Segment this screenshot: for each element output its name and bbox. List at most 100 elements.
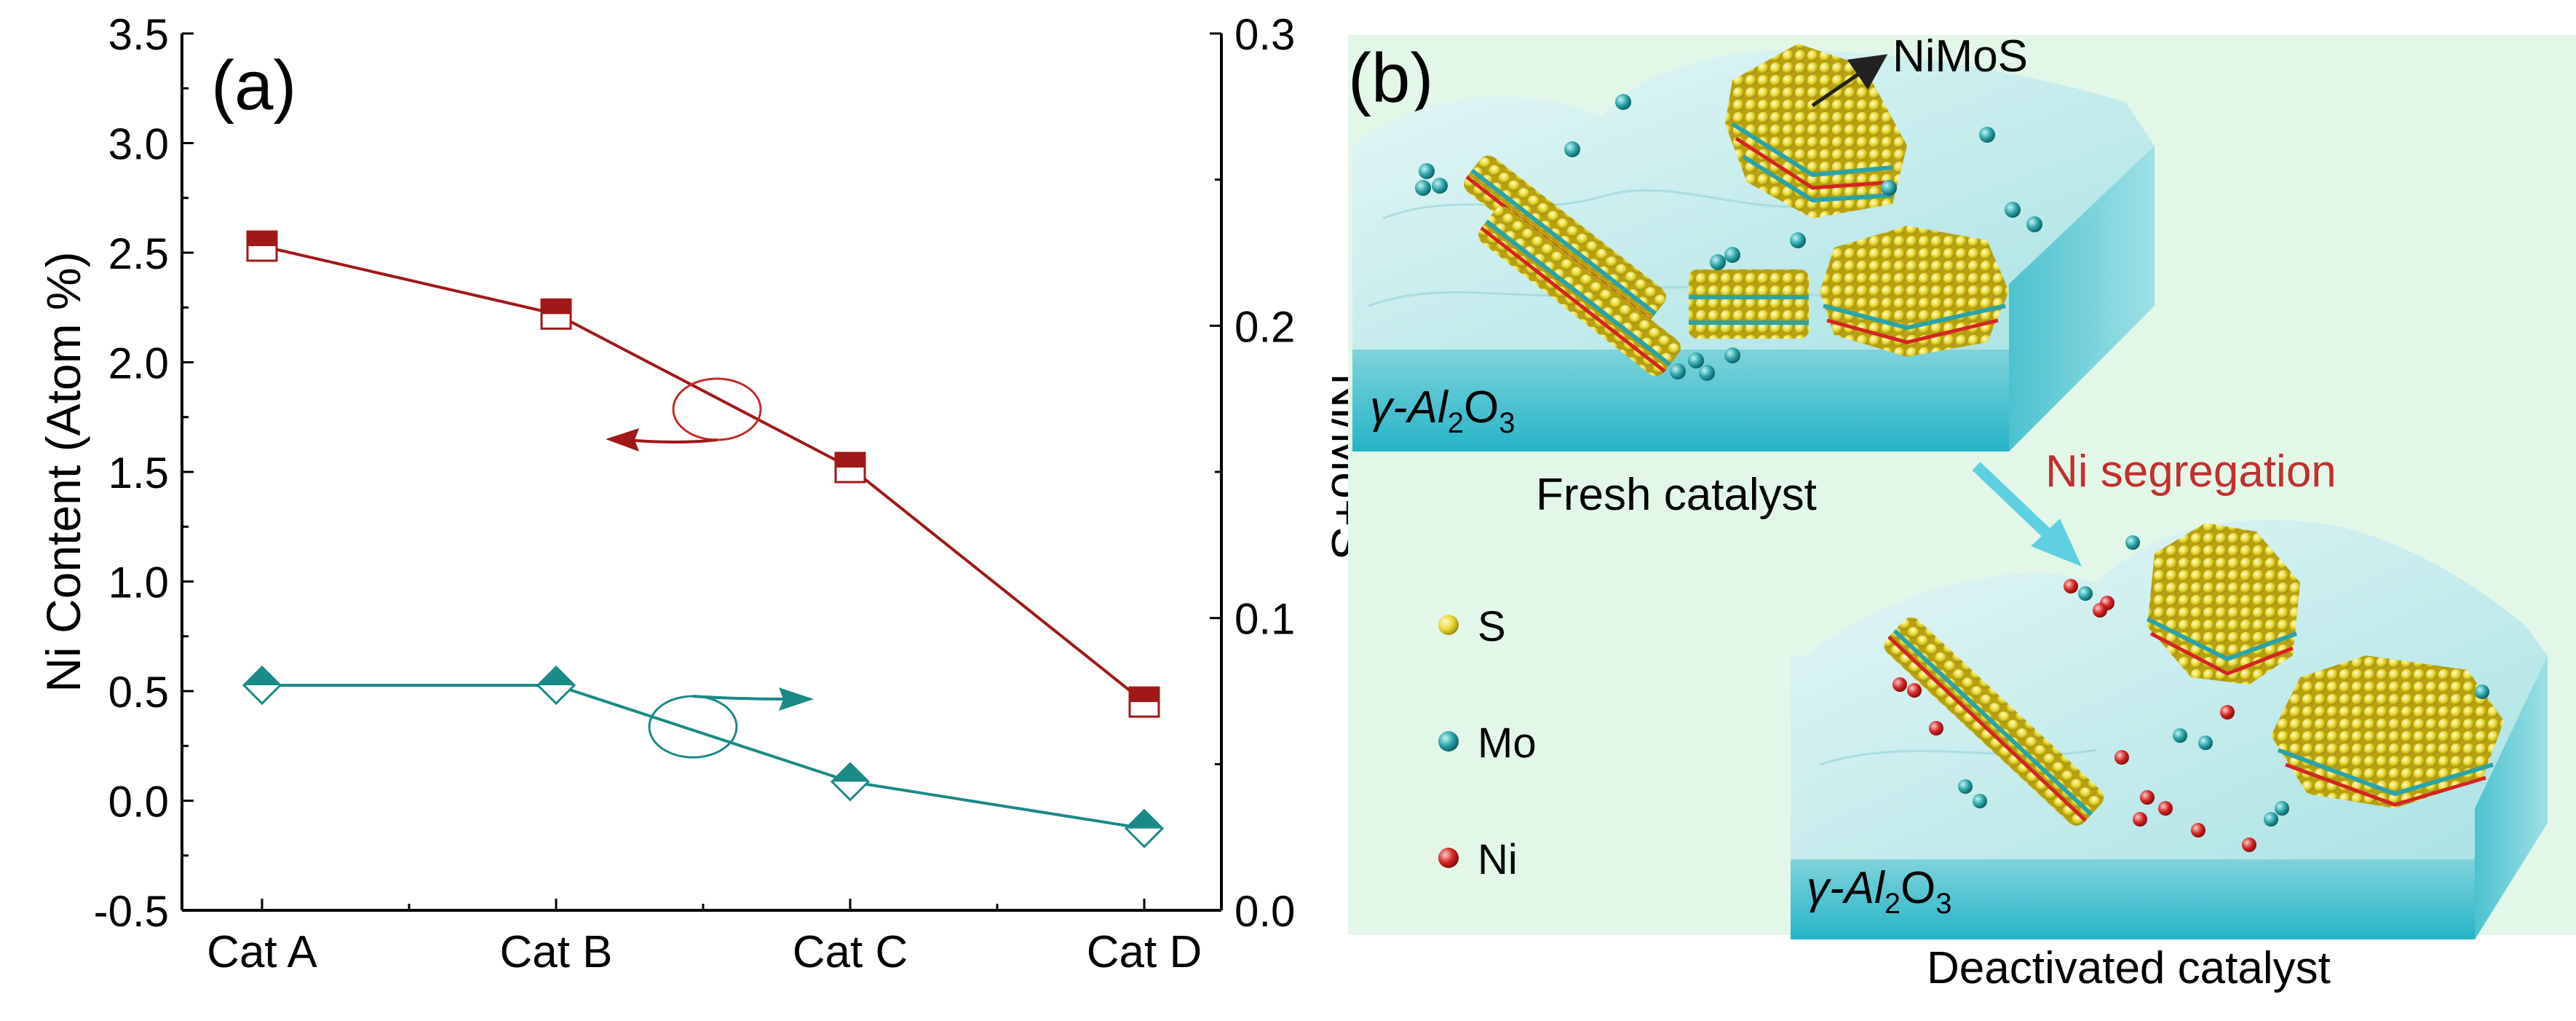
legend-swatch: [1438, 731, 1459, 752]
legend-label: S: [1478, 603, 1506, 650]
segregation-arrow: [1972, 462, 2057, 543]
legend-label: Mo: [1478, 720, 1537, 767]
series-layer: [242, 230, 1165, 848]
panel-a: -0.50.00.51.01.52.02.53.03.5 0.00.10.20.…: [36, 10, 1376, 977]
scattered-atom: [1415, 180, 1431, 196]
scattered-atom: [2242, 837, 2256, 852]
y-tick-label: 3.5: [108, 10, 169, 59]
scattered-atom: [1973, 794, 1987, 808]
scattered-atom: [2115, 750, 2129, 765]
y2-tick-label: 0.1: [1235, 595, 1295, 644]
series-marker-fill: [836, 452, 865, 468]
series-marker-fill: [1126, 810, 1162, 829]
scattered-atom: [2475, 685, 2489, 699]
y2-tick-label: 0.3: [1235, 10, 1295, 59]
scattered-atom: [1419, 163, 1435, 179]
left-axis-ticks: -0.5 0.0 0.5 1.0 1.5 2.0 2.5 3.0 3.5: [94, 10, 194, 936]
ratio-indicator-ellipse: [648, 695, 738, 759]
ratio-indicator-arrow: [692, 695, 790, 701]
deactivated-nimos-crystallites: [1884, 523, 2504, 826]
ni-segregation-label: Ni segregation: [2045, 446, 2337, 497]
atom-legend: S Mo Ni: [1438, 603, 1537, 883]
scattered-atom: [1907, 683, 1922, 698]
scattered-atom: [2026, 216, 2042, 232]
scattered-atom: [2133, 812, 2147, 827]
deactivated-catalyst-label: Deactivated catalyst: [1927, 943, 2331, 993]
series-marker-fill: [1130, 687, 1159, 703]
y2-tick-label: 0.0: [1235, 887, 1295, 936]
scattered-atom: [2005, 202, 2021, 218]
x-tick-label: Cat C: [793, 927, 908, 977]
gamma-alumina-label-fresh: γ-Al2O3: [1370, 382, 1515, 439]
scattered-atom: [1790, 232, 1806, 248]
scattered-atom: [2264, 812, 2278, 827]
fresh-catalyst-label: Fresh catalyst: [1536, 470, 1817, 520]
scattered-atom: [1893, 677, 1907, 692]
scattered-atom: [2158, 801, 2173, 816]
y-tick-label: 2.0: [108, 339, 169, 388]
legend-swatch: [1438, 848, 1459, 868]
x-tick-label: Cat D: [1087, 927, 1202, 977]
x-tick-label: Cat A: [207, 927, 317, 977]
scattered-atom: [1929, 721, 1943, 736]
ratio-arrowhead: [779, 687, 814, 711]
y-tick-label: 0.5: [108, 668, 169, 717]
y-tick-label: 3.0: [108, 120, 169, 169]
scattered-atom: [2093, 603, 2107, 618]
scattered-atom: [1958, 779, 1973, 794]
series-line: [261, 245, 1146, 703]
scattered-atom: [2078, 586, 2093, 601]
nimos-pointer-arrow: [1811, 54, 1888, 108]
scattered-atom: [1564, 141, 1580, 157]
scattered-atom: [1881, 180, 1897, 196]
legend-swatch: [1438, 615, 1459, 635]
gamma-alumina-label-deactivated: γ-Al2O3: [1807, 863, 1952, 920]
scattered-atom: [2191, 823, 2206, 837]
series-line: [262, 683, 1145, 830]
panel-b: (b): [1348, 31, 2576, 993]
ni-content-indicator-arrow: [625, 438, 718, 444]
scattered-atom: [1688, 352, 1704, 368]
right-axis-ticks: 0.0 0.1 0.2 0.3: [1210, 10, 1295, 936]
ni-content-indicator-ellipse: [672, 377, 762, 441]
legend-label: Ni: [1478, 836, 1518, 883]
fresh-hex-right: [1820, 226, 2009, 357]
scattered-atom: [2275, 801, 2289, 816]
scattered-atom: [1432, 178, 1448, 194]
scattered-atom: [2064, 579, 2078, 594]
panel-a-label: (a): [211, 47, 296, 125]
fresh-small-cluster: [1689, 269, 1809, 339]
series-marker-fill: [244, 666, 280, 685]
segregation-arrowhead: [2031, 519, 2082, 567]
panel-b-label: (b): [1348, 39, 1433, 117]
scattered-atom: [1724, 347, 1740, 363]
deactivated-hex-large: [2271, 655, 2504, 808]
deactivated-slab: [1884, 617, 2104, 826]
scattered-atom: [1670, 363, 1686, 379]
y-tick-label: -0.5: [94, 887, 169, 936]
y-tick-label: 0.0: [108, 778, 169, 827]
series-marker-fill: [542, 299, 571, 315]
series-marker-fill: [832, 763, 868, 782]
scattered-atom: [2198, 736, 2213, 750]
scattered-atom: [2220, 705, 2235, 720]
y-axis-label: Ni Content (Atom %): [36, 251, 90, 692]
nimos-label: NiMoS: [1893, 31, 2028, 82]
scattered-atom: [1724, 247, 1740, 263]
deactivated-hex-top: [2146, 523, 2300, 685]
y-tick-label: 2.5: [108, 229, 169, 278]
scattered-atom: [1699, 365, 1715, 381]
ni-content-arrowhead: [606, 428, 639, 452]
scattered-atom: [1979, 127, 1995, 143]
scattered-atom: [2125, 535, 2140, 550]
x-axis-ticks: Cat A Cat B Cat C Cat D: [207, 899, 1202, 977]
scattered-atom: [2173, 728, 2187, 743]
fresh-slab-2: [1478, 206, 1681, 377]
series-marker-fill: [247, 231, 277, 246]
scattered-atom: [1615, 94, 1631, 110]
deactivated-scattered-atoms: [1893, 535, 2489, 852]
scattered-atom: [1710, 254, 1726, 270]
fresh-scattered-atoms: [1415, 94, 2042, 381]
y-tick-label: 1.5: [108, 449, 169, 497]
